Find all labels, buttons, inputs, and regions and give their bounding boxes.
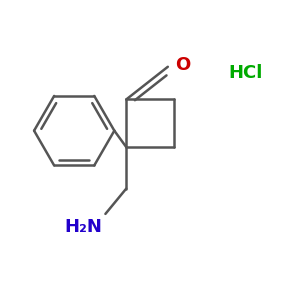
- Text: H₂N: H₂N: [64, 218, 102, 236]
- Text: HCl: HCl: [228, 64, 262, 82]
- Text: O: O: [175, 56, 190, 74]
